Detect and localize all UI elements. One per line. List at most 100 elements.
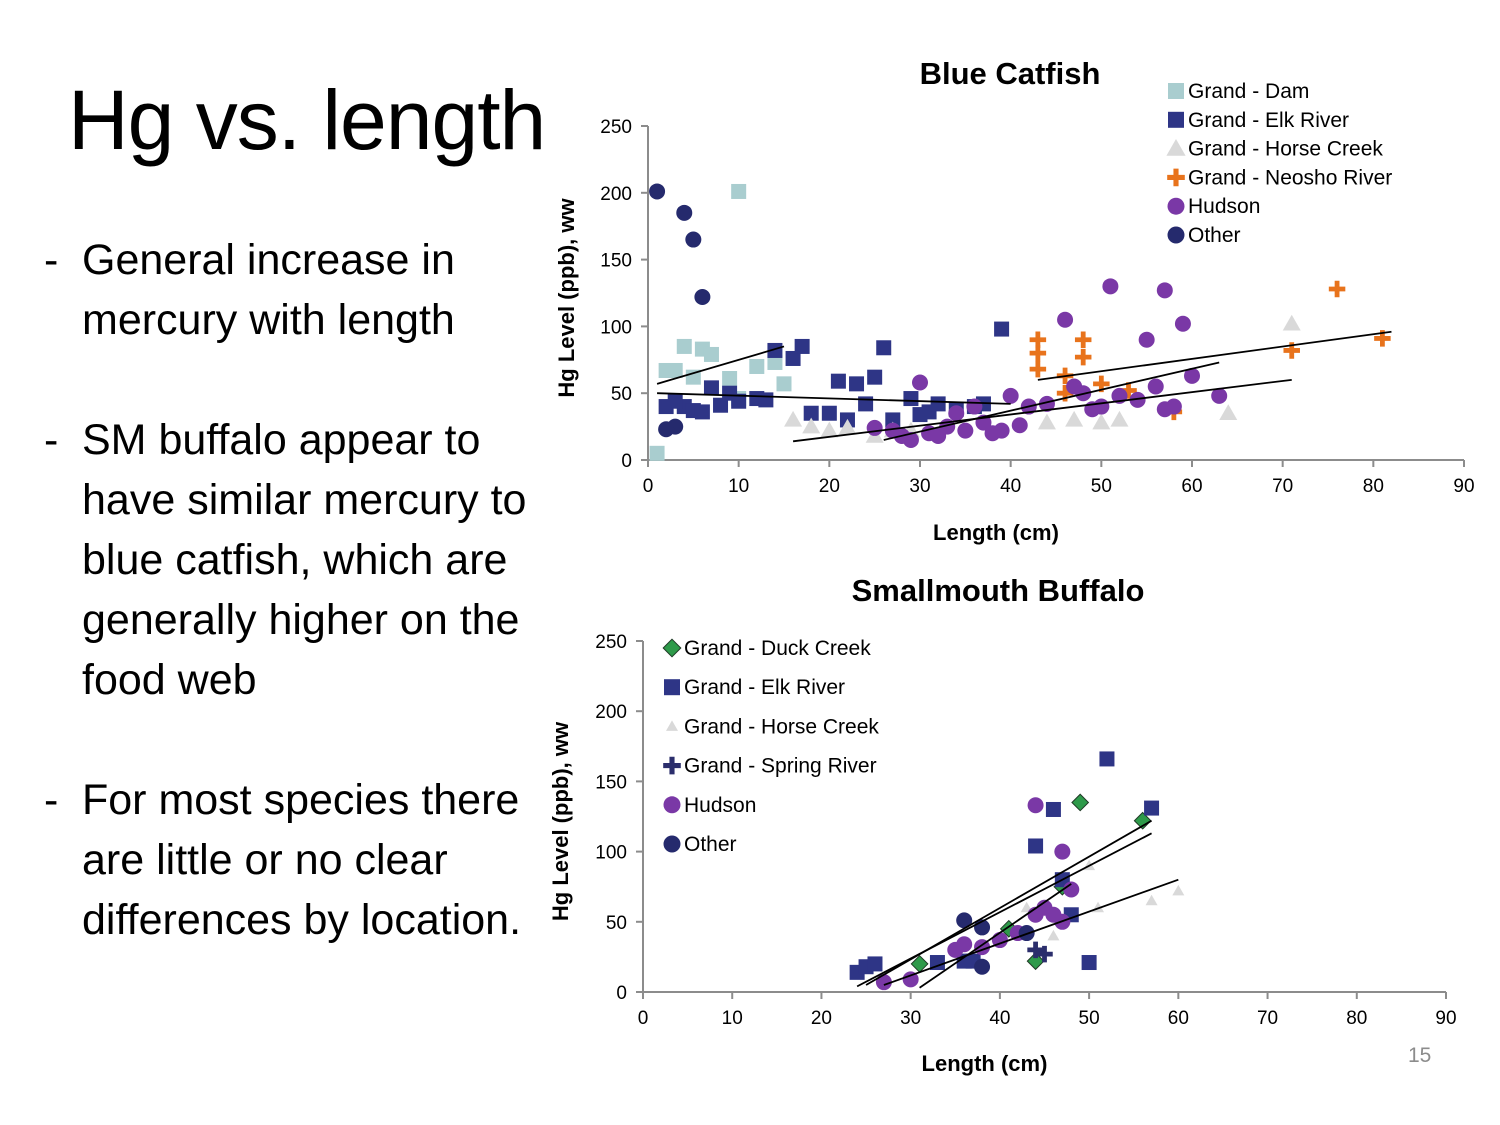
data-point — [867, 956, 883, 972]
x-tick-label: 10 — [722, 1008, 743, 1029]
data-point — [849, 376, 865, 392]
y-tick-label: 150 — [595, 772, 627, 793]
data-point — [767, 342, 783, 358]
data-point — [902, 971, 919, 988]
x-axis-label: Length (cm) — [933, 520, 1059, 545]
y-tick-label: 250 — [600, 117, 632, 138]
data-point — [930, 396, 946, 412]
data-point — [713, 397, 729, 413]
legend-marker — [1167, 197, 1185, 215]
data-point — [1074, 331, 1092, 349]
data-point — [994, 321, 1010, 337]
legend-label: Other — [1188, 224, 1241, 247]
x-tick-label: 0 — [643, 476, 654, 497]
data-point — [948, 405, 965, 422]
smallmouth-buffalo-chart: Smallmouth Buffalo 0 10 20 30 40 50 60 70 80 90 0 50… — [548, 573, 1457, 1076]
data-point — [902, 431, 919, 448]
y-axis-label: Hg Level (ppb), ww — [554, 198, 579, 398]
legend-label: Hudson — [1188, 195, 1260, 218]
chart-title: Blue Catfish — [920, 56, 1101, 91]
y-tick-label: 0 — [616, 983, 627, 1004]
bullet-item: - General increase in mercury with lengt… — [44, 230, 544, 350]
data-point — [694, 404, 710, 420]
bullet-dash: - — [44, 416, 59, 464]
trendline-hudson — [919, 883, 1072, 989]
trendline-grand-horse-creek — [792, 378, 1292, 443]
data-point — [1174, 315, 1191, 332]
data-point — [694, 289, 711, 306]
legend-marker — [663, 835, 681, 853]
page-number: 15 — [1408, 1044, 1432, 1067]
legend-marker — [664, 679, 680, 696]
data-point — [767, 354, 783, 370]
data-point — [1045, 801, 1061, 817]
data-point — [1054, 843, 1071, 860]
data-point — [794, 338, 810, 354]
data-point — [676, 338, 692, 354]
data-point — [1074, 348, 1092, 366]
data-point — [776, 376, 792, 392]
bullet-text: SM buffalo appear to have similar mercur… — [82, 416, 527, 704]
y-tick-label: 150 — [600, 251, 632, 272]
data-point — [1037, 413, 1056, 430]
legend-label: Grand - Horse Creek — [684, 715, 879, 738]
legend-label: Grand - Duck Creek — [684, 637, 871, 660]
data-point — [993, 422, 1010, 439]
data-point — [1027, 797, 1044, 814]
data-point — [1184, 367, 1200, 384]
data-point — [1093, 398, 1110, 415]
legend-marker — [1168, 83, 1184, 99]
data-point — [1172, 884, 1185, 896]
data-point — [912, 374, 928, 391]
trendline-grand-neosho-river — [1037, 330, 1392, 381]
x-tick-label: 80 — [1363, 476, 1384, 497]
x-tick-label: 30 — [909, 476, 930, 497]
data-point — [966, 398, 983, 415]
x-tick-label: 20 — [819, 476, 840, 497]
data-point — [1029, 331, 1047, 349]
x-tick-label: 30 — [900, 1008, 921, 1029]
data-point — [649, 183, 666, 200]
chart-legend: Grand - Dam Grand - Elk River Grand - Hors… — [1166, 80, 1392, 247]
data-point — [658, 421, 675, 438]
data-point — [1129, 391, 1146, 408]
data-point — [1219, 404, 1238, 420]
data-point — [1063, 881, 1080, 898]
x-tick-label: 40 — [989, 1008, 1010, 1029]
data-point — [1283, 342, 1300, 359]
data-point — [1002, 387, 1019, 404]
data-point — [1165, 398, 1182, 415]
data-point — [866, 419, 883, 436]
legend-label: Grand - Elk River — [684, 676, 845, 699]
data-point — [649, 445, 665, 461]
data-point — [1065, 410, 1084, 427]
x-tick-label: 50 — [1079, 1008, 1100, 1029]
data-point — [658, 362, 674, 378]
x-tick-label: 50 — [1091, 476, 1112, 497]
bullet-list: - General increase in mercury with lengt… — [44, 230, 544, 1010]
trendline-grand-elk-river — [657, 392, 1011, 405]
legend-label: Hudson — [684, 794, 756, 817]
data-point — [1138, 331, 1155, 348]
x-tick-label: 60 — [1168, 1008, 1189, 1029]
trendline-grand-horse-creek — [883, 878, 1179, 986]
data-point — [685, 231, 702, 248]
data-point — [1156, 282, 1173, 299]
data-point — [1211, 387, 1228, 404]
data-point — [785, 350, 801, 366]
legend-label: Grand - Horse Creek — [1188, 138, 1383, 161]
series-hudson — [866, 278, 1228, 448]
data-point — [1099, 751, 1115, 767]
y-tick-label: 200 — [595, 702, 627, 723]
data-point — [1102, 278, 1119, 295]
data-point — [1026, 952, 1045, 971]
blue-catfish-chart: Blue Catfish 0 10 20 30 40 50 60 70 80 90 0 50 100 150… — [554, 56, 1475, 545]
data-point — [1028, 838, 1044, 854]
legend-label: Grand - Elk River — [1188, 109, 1349, 132]
data-point — [1029, 344, 1047, 362]
data-point — [1147, 378, 1164, 395]
data-point — [838, 418, 857, 435]
data-point — [876, 340, 892, 356]
chart-legend: Grand - Duck Creek Grand - Elk River Grand… — [662, 637, 879, 856]
